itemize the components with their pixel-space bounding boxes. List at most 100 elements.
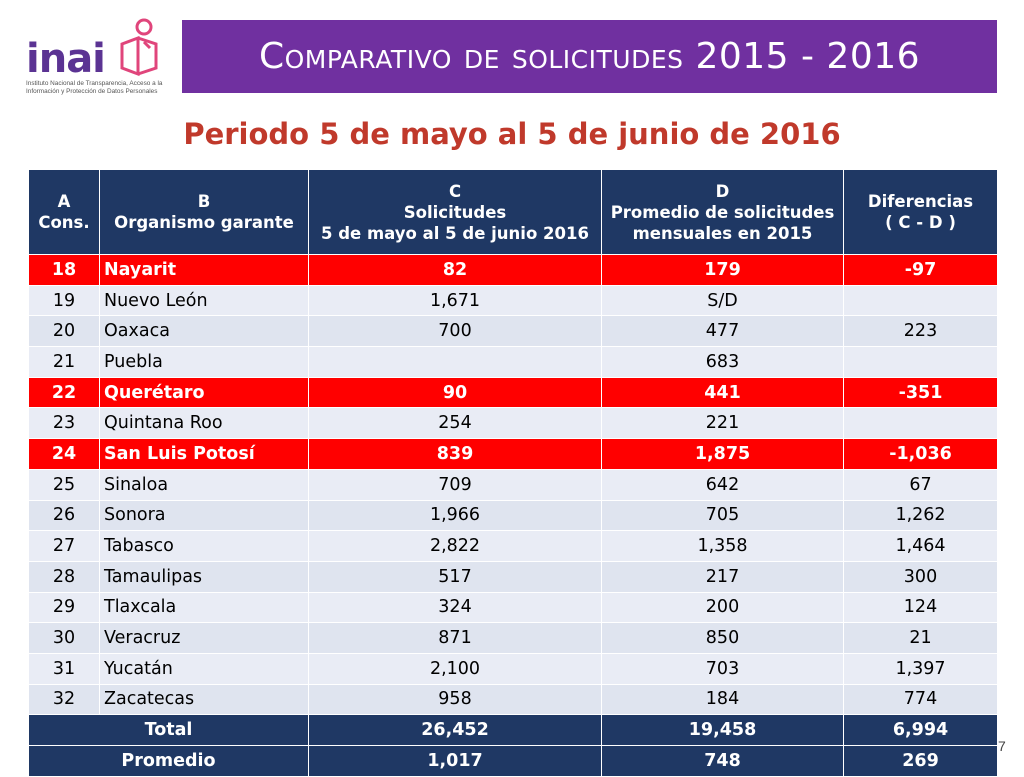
- cell-cons: 30: [28, 622, 100, 654]
- cell-solicitudes: 82: [308, 254, 602, 286]
- column-header-promedio: D Promedio de solicitudes mensuales en 2…: [601, 169, 844, 255]
- period-subtitle: Periodo 5 de mayo al 5 de junio de 2016: [183, 117, 841, 151]
- cell-cons: 27: [28, 530, 100, 562]
- column-header-cons: A Cons.: [28, 169, 100, 255]
- table-row: 18 Nayarit 82 179 -97: [28, 254, 998, 286]
- inai-logo: inai Instituto Nacional de Transparencia…: [22, 14, 182, 100]
- table-row: 32 Zacatecas 958 184 774: [28, 683, 998, 716]
- total-promedio: 19,458: [601, 714, 844, 746]
- cell-promedio: 683: [601, 346, 844, 378]
- cell-promedio: S/D: [601, 284, 844, 317]
- cell-solicitudes: 709: [308, 468, 602, 501]
- title-banner: Comparativo de solicitudes 2015 - 2016: [182, 20, 997, 93]
- cell-promedio: 184: [601, 683, 844, 716]
- cell-cons: 22: [28, 376, 100, 409]
- cell-organismo: Sinaloa: [99, 468, 309, 501]
- cell-cons: 18: [28, 254, 100, 286]
- cell-cons: 21: [28, 346, 100, 378]
- table-row: 21 Puebla 683: [28, 346, 998, 378]
- cell-organismo: Querétaro: [99, 376, 309, 409]
- table-row: 24 San Luis Potosí 839 1,875 -1,036: [28, 438, 998, 470]
- column-header-solicitudes: C Solicitudes 5 de mayo al 5 de junio 20…: [308, 169, 602, 255]
- cell-solicitudes: 2,100: [308, 652, 602, 685]
- cell-cons: 29: [28, 591, 100, 624]
- cell-diferencia: [843, 284, 998, 317]
- cell-cons: 28: [28, 560, 100, 593]
- cell-solicitudes: [308, 346, 602, 378]
- table-row: 23 Quintana Roo 254 221: [28, 407, 998, 440]
- cell-diferencia: 124: [843, 591, 998, 624]
- cell-solicitudes: 1,966: [308, 499, 602, 532]
- cell-organismo: Sonora: [99, 499, 309, 532]
- cell-diferencia: 67: [843, 468, 998, 501]
- cell-solicitudes: 90: [308, 376, 602, 409]
- cell-diferencia: -351: [843, 376, 998, 409]
- cell-cons: 25: [28, 468, 100, 501]
- cell-diferencia: 300: [843, 560, 998, 593]
- cell-promedio: 1,875: [601, 438, 844, 470]
- column-header-diferencias: Diferencias ( C - D ): [843, 169, 998, 255]
- page-number: 7: [998, 738, 1006, 754]
- cell-solicitudes: 958: [308, 683, 602, 716]
- cell-organismo: Tabasco: [99, 530, 309, 562]
- cell-organismo: Nuevo León: [99, 284, 309, 317]
- table-row: 25 Sinaloa 709 642 67: [28, 468, 998, 501]
- cell-organismo: San Luis Potosí: [99, 438, 309, 470]
- cell-organismo: Oaxaca: [99, 315, 309, 348]
- total-solicitudes: 26,452: [308, 714, 602, 746]
- cell-cons: 23: [28, 407, 100, 440]
- cell-solicitudes: 2,822: [308, 530, 602, 562]
- cell-organismo: Quintana Roo: [99, 407, 309, 440]
- total-row: Total 26,452 19,458 6,994: [28, 714, 998, 746]
- total-diferencia: 6,994: [843, 714, 998, 746]
- cell-promedio: 642: [601, 468, 844, 501]
- table-row: 22 Querétaro 90 441 -351: [28, 376, 998, 409]
- average-promedio: 748: [601, 745, 844, 777]
- cell-diferencia: 774: [843, 683, 998, 716]
- cell-diferencia: 1,397: [843, 652, 998, 685]
- cell-diferencia: 21: [843, 622, 998, 654]
- cell-cons: 26: [28, 499, 100, 532]
- cell-promedio: 217: [601, 560, 844, 593]
- total-label: Total: [28, 714, 309, 746]
- table-row: 19 Nuevo León 1,671 S/D: [28, 284, 998, 317]
- page-title: Comparativo de solicitudes 2015 - 2016: [258, 36, 921, 77]
- table-row: 29 Tlaxcala 324 200 124: [28, 591, 998, 624]
- cell-diferencia: -97: [843, 254, 998, 286]
- cell-promedio: 705: [601, 499, 844, 532]
- logo-subtitle: Instituto Nacional de Transparencia, Acc…: [26, 80, 163, 95]
- cell-diferencia: 223: [843, 315, 998, 348]
- cell-organismo: Tlaxcala: [99, 591, 309, 624]
- cell-promedio: 1,358: [601, 530, 844, 562]
- requests-table: A Cons. B Organismo garante C Solicitude…: [28, 169, 998, 777]
- cell-cons: 31: [28, 652, 100, 685]
- table-header-row: A Cons. B Organismo garante C Solicitude…: [28, 169, 998, 255]
- cell-promedio: 200: [601, 591, 844, 624]
- table-row: 20 Oaxaca 700 477 223: [28, 315, 998, 348]
- cell-diferencia: -1,036: [843, 438, 998, 470]
- cell-solicitudes: 254: [308, 407, 602, 440]
- cell-promedio: 477: [601, 315, 844, 348]
- cell-diferencia: 1,262: [843, 499, 998, 532]
- average-row: Promedio 1,017 748 269: [28, 745, 998, 777]
- cell-diferencia: 1,464: [843, 530, 998, 562]
- cell-cons: 20: [28, 315, 100, 348]
- table-row: 27 Tabasco 2,822 1,358 1,464: [28, 530, 998, 562]
- average-diferencia: 269: [843, 745, 998, 777]
- inai-emblem-icon: [120, 18, 158, 77]
- cell-promedio: 221: [601, 407, 844, 440]
- cell-organismo: Puebla: [99, 346, 309, 378]
- table-row: 26 Sonora 1,966 705 1,262: [28, 499, 998, 532]
- logo-wordmark: inai: [26, 36, 106, 82]
- cell-organismo: Nayarit: [99, 254, 309, 286]
- cell-solicitudes: 700: [308, 315, 602, 348]
- column-header-organismo: B Organismo garante: [99, 169, 309, 255]
- table-row: 30 Veracruz 871 850 21: [28, 622, 998, 654]
- cell-cons: 32: [28, 683, 100, 716]
- cell-solicitudes: 871: [308, 622, 602, 654]
- cell-solicitudes: 1,671: [308, 284, 602, 317]
- table-row: 28 Tamaulipas 517 217 300: [28, 560, 998, 593]
- cell-cons: 24: [28, 438, 100, 470]
- cell-organismo: Yucatán: [99, 652, 309, 685]
- cell-promedio: 179: [601, 254, 844, 286]
